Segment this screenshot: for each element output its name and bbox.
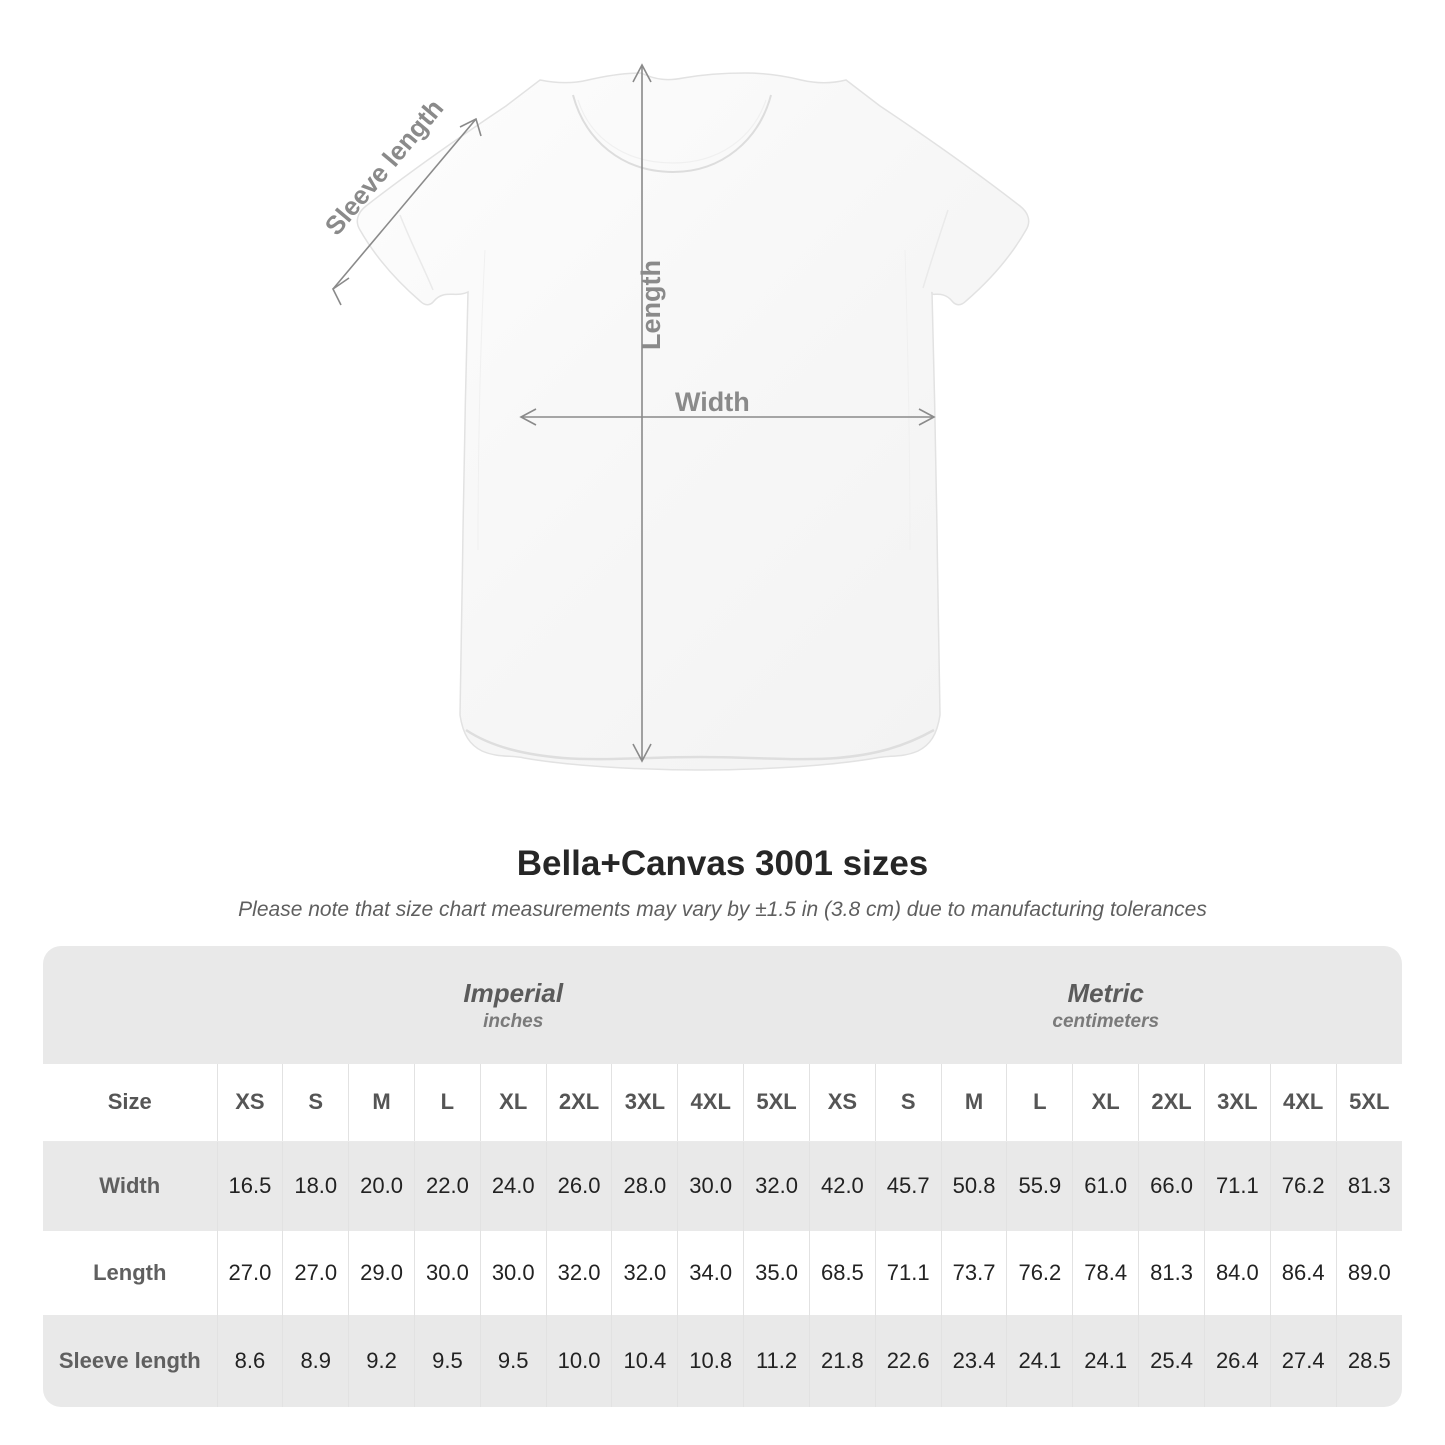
- svg-text:Width: Width: [675, 387, 750, 417]
- svg-text:Length: Length: [636, 260, 666, 350]
